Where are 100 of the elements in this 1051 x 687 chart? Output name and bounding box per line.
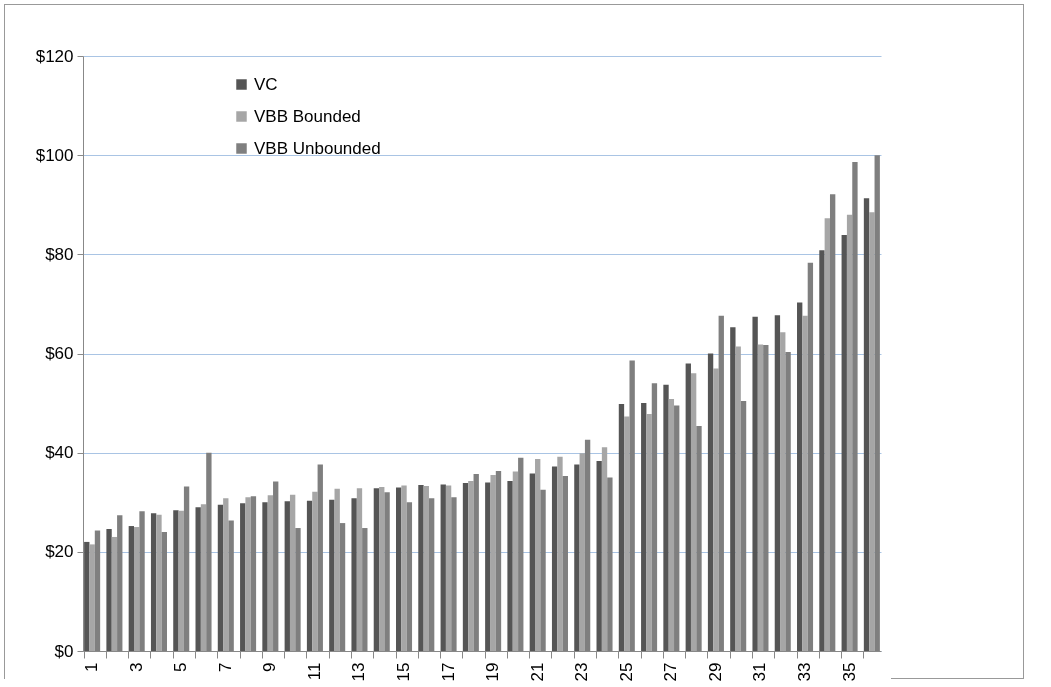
x-tick-label: 33	[795, 662, 815, 682]
bar	[111, 536, 118, 651]
bar	[89, 544, 95, 651]
y-tick-label: $20	[45, 542, 74, 562]
bar	[557, 456, 563, 651]
bar	[752, 316, 758, 651]
bar	[869, 212, 875, 651]
x-tick-label: 5	[171, 662, 191, 672]
legend-label: VBB Bounded	[254, 106, 361, 126]
x-tick-label: 15	[394, 662, 414, 682]
bar	[780, 332, 786, 651]
bar	[178, 510, 184, 651]
bar	[841, 235, 847, 651]
bar	[373, 488, 380, 651]
x-tick-label: 31	[750, 662, 770, 682]
bar	[735, 346, 741, 651]
bar	[334, 488, 340, 651]
bar	[223, 498, 229, 651]
x-tick-label: 13	[349, 662, 369, 682]
bar	[824, 218, 830, 651]
bar	[663, 384, 669, 651]
bar	[713, 368, 719, 651]
bar	[551, 466, 558, 651]
bar	[646, 413, 652, 651]
y-tick-label: $80	[45, 244, 74, 264]
bar	[535, 459, 541, 651]
bar	[774, 315, 781, 651]
bar	[418, 484, 424, 651]
bar	[529, 473, 536, 651]
bar	[730, 327, 736, 651]
bar	[462, 482, 469, 651]
bar	[690, 373, 697, 651]
bar	[624, 416, 630, 651]
bar	[356, 488, 363, 651]
bar	[306, 500, 313, 651]
bar	[618, 404, 625, 651]
bar	[468, 480, 474, 651]
x-tick-label: 11	[304, 662, 324, 681]
bar	[601, 447, 608, 651]
bar	[134, 527, 140, 651]
legend-label: VC	[254, 74, 278, 94]
bar	[707, 353, 714, 651]
x-tick-label: 3	[126, 662, 146, 672]
bar	[312, 491, 318, 651]
bar	[240, 503, 246, 651]
bar	[863, 198, 870, 651]
bar	[596, 461, 602, 651]
bar	[245, 497, 251, 651]
bar	[262, 502, 268, 651]
bar	[512, 471, 519, 651]
bar	[128, 526, 135, 651]
bar	[150, 513, 157, 651]
bar	[507, 480, 513, 651]
bar	[797, 302, 803, 651]
bar	[379, 486, 385, 651]
bar	[445, 485, 452, 651]
bar	[802, 315, 808, 651]
bar	[351, 498, 357, 651]
bar	[440, 484, 446, 651]
x-tick-label: 9	[260, 662, 280, 672]
bar	[485, 482, 491, 651]
bar	[396, 487, 402, 651]
bar	[423, 485, 429, 651]
x-tick-label: 27	[661, 662, 681, 682]
bar	[267, 495, 274, 651]
bar	[200, 504, 207, 651]
legend-label: VBB Unbounded	[254, 138, 381, 158]
x-tick-label: 19	[483, 662, 503, 682]
bar	[641, 403, 647, 651]
x-tick-label: 1	[82, 662, 102, 672]
bar	[574, 464, 580, 651]
bar	[106, 529, 112, 651]
bar	[579, 453, 585, 651]
x-tick-label: 35	[839, 662, 859, 682]
bar	[490, 474, 496, 651]
bar	[217, 504, 224, 651]
y-tick-label: $120	[35, 46, 74, 66]
bar	[401, 485, 407, 651]
x-tick-label: 7	[215, 662, 235, 672]
x-tick-label: 23	[572, 662, 592, 682]
bar	[289, 494, 296, 651]
x-tick-label: 17	[438, 662, 458, 682]
bar	[757, 344, 764, 651]
y-tick-label: $100	[35, 145, 74, 165]
bar	[846, 214, 853, 651]
bar	[685, 363, 691, 651]
y-tick-label: $40	[45, 443, 74, 463]
bar	[156, 514, 162, 651]
bar	[668, 399, 675, 651]
bar	[173, 510, 179, 651]
bar	[84, 541, 90, 651]
y-tick-label: $0	[54, 641, 74, 661]
bar	[284, 501, 290, 651]
x-tick-label: 21	[527, 662, 547, 682]
bar	[819, 250, 825, 651]
bar	[329, 499, 335, 651]
bar	[195, 507, 201, 651]
x-tick-label: 29	[705, 662, 725, 682]
x-tick-label: 25	[616, 662, 636, 682]
y-tick-label: $60	[45, 344, 74, 363]
